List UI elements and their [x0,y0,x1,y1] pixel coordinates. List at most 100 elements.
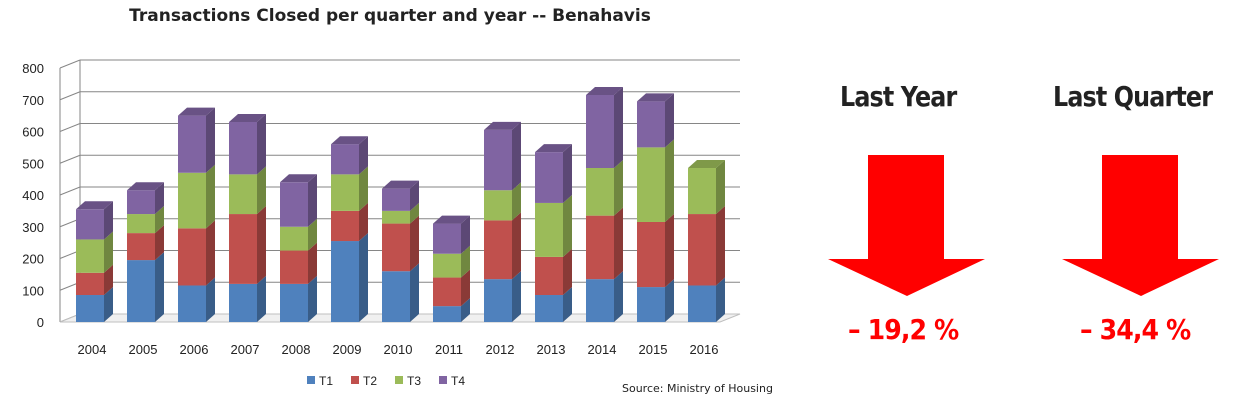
bar-segment-T2 [586,215,614,280]
bar-segment-T3 [433,253,461,278]
y-tick-label: 800 [22,61,44,76]
bar-side-T3 [410,202,419,224]
bar-segment-T1 [637,287,665,322]
bar-segment-T2 [76,272,104,296]
legend-swatch-T2 [351,376,359,384]
bar-top-T4 [331,136,368,145]
bar-side-T3 [308,218,317,251]
bar-segment-T1 [535,295,563,322]
bar-side-T2 [308,242,317,284]
bar-side-T2 [512,212,521,280]
bar-side-T2 [716,206,725,286]
down-arrow-icon [828,155,985,296]
down-arrow-icon [1062,155,1219,296]
bar-segment-T2 [229,214,257,284]
x-tick-label: 2005 [129,342,158,357]
x-tick-label: 2014 [588,342,617,357]
bar-side-T1 [716,277,725,322]
bar-top-T4 [280,174,317,183]
bar-segment-T1 [331,241,359,322]
x-tick-label: 2008 [282,342,311,357]
bar-segment-T3 [76,239,104,273]
bar-segment-T2 [484,220,512,280]
legend-label-T1: T1 [319,374,333,388]
y-tick-label: 700 [22,93,44,108]
legend-label-T2: T2 [363,374,377,388]
bar-segment-T2 [280,250,308,284]
y-tick-label: 400 [22,188,44,203]
bar-segment-T4 [586,94,614,169]
y-tick-label: 500 [22,156,44,171]
legend-swatch-T1 [307,376,315,384]
x-tick-label: 2004 [78,342,107,357]
bar-side-T2 [563,248,572,296]
bar-side-T3 [206,164,215,229]
bar-side-T2 [257,206,266,284]
source-note: Source: Ministry of Housing [622,382,773,395]
x-tick-label: 2007 [231,342,260,357]
y-tick-label: 0 [37,315,44,330]
gridline-side [59,123,81,132]
bar-segment-T3 [637,147,665,222]
legend-label-T3: T3 [407,374,421,388]
bar-side-T4 [155,182,164,215]
bar-segment-T4 [76,209,104,240]
bar-segment-T3 [688,168,716,215]
chart-title: Transactions Closed per quarter and year… [129,6,651,26]
gridline-side [59,154,81,164]
bar-segment-T2 [688,214,716,286]
bar-segment-T4 [127,190,155,215]
bar-side-T3 [257,166,266,215]
bar-side-T2 [665,213,674,288]
bar-side-T4 [512,121,521,191]
bar-segment-T3 [535,202,563,257]
bar-segment-T4 [637,101,665,148]
bar-side-T1 [359,233,368,322]
bar-side-T4 [359,136,368,175]
bar-side-T1 [665,279,674,322]
bar-segment-T4 [280,182,308,227]
bar-segment-T4 [433,223,461,254]
bar-segment-T4 [229,121,257,175]
bar-top-T4 [178,107,215,116]
bar-segment-T1 [76,295,104,322]
bar-side-T3 [512,182,521,221]
bar-side-T2 [614,207,623,280]
bar-side-T1 [104,287,113,322]
legend-label-T4: T4 [451,374,465,388]
bar-top-T4 [229,113,266,122]
bar-side-T2 [206,220,215,286]
bar-side-T1 [257,275,266,322]
bar-top-T4 [586,86,623,95]
bar-side-T2 [410,215,419,272]
kpi-value-last-quarter: – 34,4 % [1080,313,1191,346]
bar-segment-T1 [280,283,308,322]
bar-segment-T1 [688,285,716,322]
gridline-side [59,186,81,196]
x-tick-label: 2010 [384,342,413,357]
x-tick-label: 2015 [639,342,668,357]
gridline-side [59,59,81,69]
bar-segment-T2 [382,223,410,272]
bar-side-T2 [155,225,164,261]
bar-side-T2 [359,202,368,242]
bar-side-T4 [410,180,419,211]
gridline-side [59,91,81,101]
bar-side-T1 [461,298,470,322]
y-tick-label: 600 [22,125,44,140]
bar-side-T4 [563,144,572,203]
y-tick-label: 300 [22,220,44,235]
bar-side-T3 [155,206,164,234]
bar-side-T1 [512,271,521,322]
bar-segment-T4 [178,115,206,173]
bar-top-T4 [382,180,419,189]
bar-segment-T3 [586,168,614,216]
bar-segment-T2 [637,221,665,288]
y-tick-label: 100 [22,283,44,298]
kpi-label-last-quarter: Last Quarter [1053,80,1213,113]
kpi-label-last-year: Last Year [840,80,957,113]
bar-segment-T3 [229,174,257,215]
bar-segment-T3 [382,210,410,224]
bar-segment-T2 [535,256,563,296]
bar-side-T3 [716,160,725,215]
